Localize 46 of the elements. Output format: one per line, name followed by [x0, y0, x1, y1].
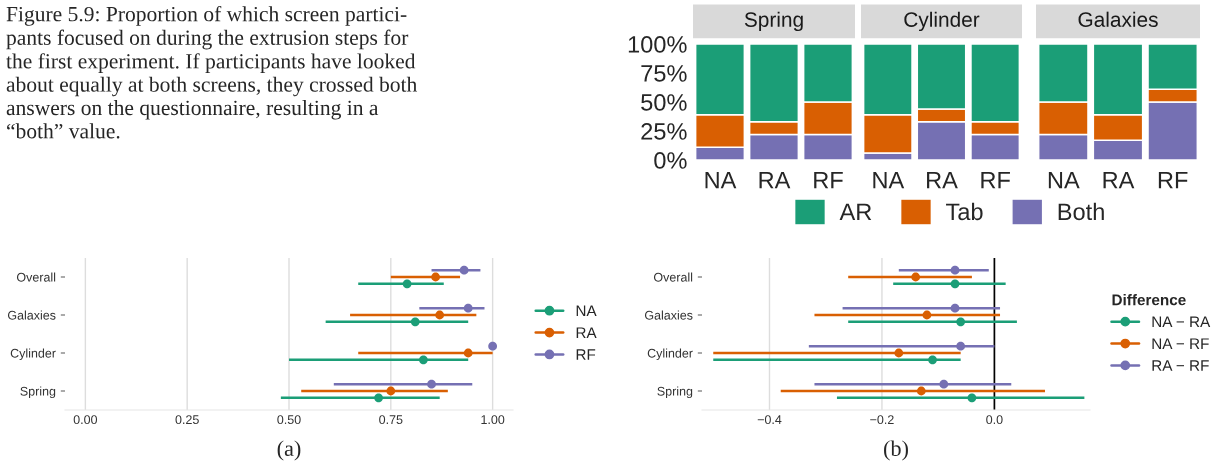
y-tick-label: Spring: [20, 386, 56, 399]
legend-label: AR: [839, 203, 872, 220]
x-tick-label: NA: [705, 171, 737, 189]
y-tick-label: Overall: [653, 272, 693, 282]
y-tick-label: Cylinder: [647, 348, 693, 361]
x-tick-label: 0.0: [986, 415, 1003, 425]
x-tick-label: 0.50: [277, 415, 301, 425]
legend-label: RA: [576, 327, 597, 338]
x-tick-label: 0.25: [175, 415, 199, 425]
x-tick-label: RA: [927, 171, 958, 189]
legend-label: NA − RF: [1152, 338, 1209, 349]
y-tick-label: 0%: [654, 152, 687, 169]
x-tick-label: RA: [759, 171, 791, 189]
y-tick-label: 100%: [628, 36, 687, 53]
legend-label: NA − RA: [1152, 316, 1211, 328]
legend-label: RF: [576, 349, 596, 360]
x-tick-label: 1.00: [481, 415, 505, 425]
y-tick-label: Galaxies: [7, 310, 56, 320]
x-tick-label: NA: [873, 171, 905, 189]
x-tick-label: 0.75: [379, 415, 403, 425]
x-tick-label: RF: [1158, 171, 1188, 189]
x-tick-label: −0.4: [757, 415, 782, 425]
chart-title: Spring: [744, 11, 803, 32]
x-tick-label: RA: [1103, 171, 1135, 189]
x-tick-label: RF: [814, 171, 843, 189]
legend-label: RA − RF: [1152, 360, 1209, 371]
y-tick-label: Overall: [16, 272, 56, 282]
y-tick-label: Galaxies: [644, 310, 693, 320]
x-axis-title: (b): [884, 440, 908, 461]
y-tick-label: 25%: [641, 123, 687, 140]
x-axis-title: (a): [277, 440, 301, 461]
y-tick-label: Spring: [657, 386, 693, 399]
legend-label: Tab: [946, 202, 983, 221]
caption: Figure 5.9: Proportion of which screen partici- pants focused on during the extrusion steps for the first experiment. If participants have looked about equally at both screens, they crossed both answers on the questionnaire, resulting in a “both” value.: [6, 6, 418, 139]
x-tick-label: NA: [1048, 171, 1080, 189]
legend-label: Both: [1058, 202, 1104, 221]
legend-label: NA: [576, 305, 597, 317]
chart-title: Galaxies: [1078, 11, 1158, 27]
x-tick-label: 0.00: [73, 415, 98, 425]
y-tick-label: Cylinder: [10, 348, 56, 361]
legend-title: Difference: [1112, 294, 1186, 306]
x-tick-label: RF: [981, 171, 1010, 189]
y-tick-label: 50%: [641, 94, 687, 111]
chart-title: Cylinder: [904, 11, 980, 32]
y-tick-label: 75%: [641, 65, 687, 82]
x-tick-label: −0.2: [870, 415, 894, 425]
